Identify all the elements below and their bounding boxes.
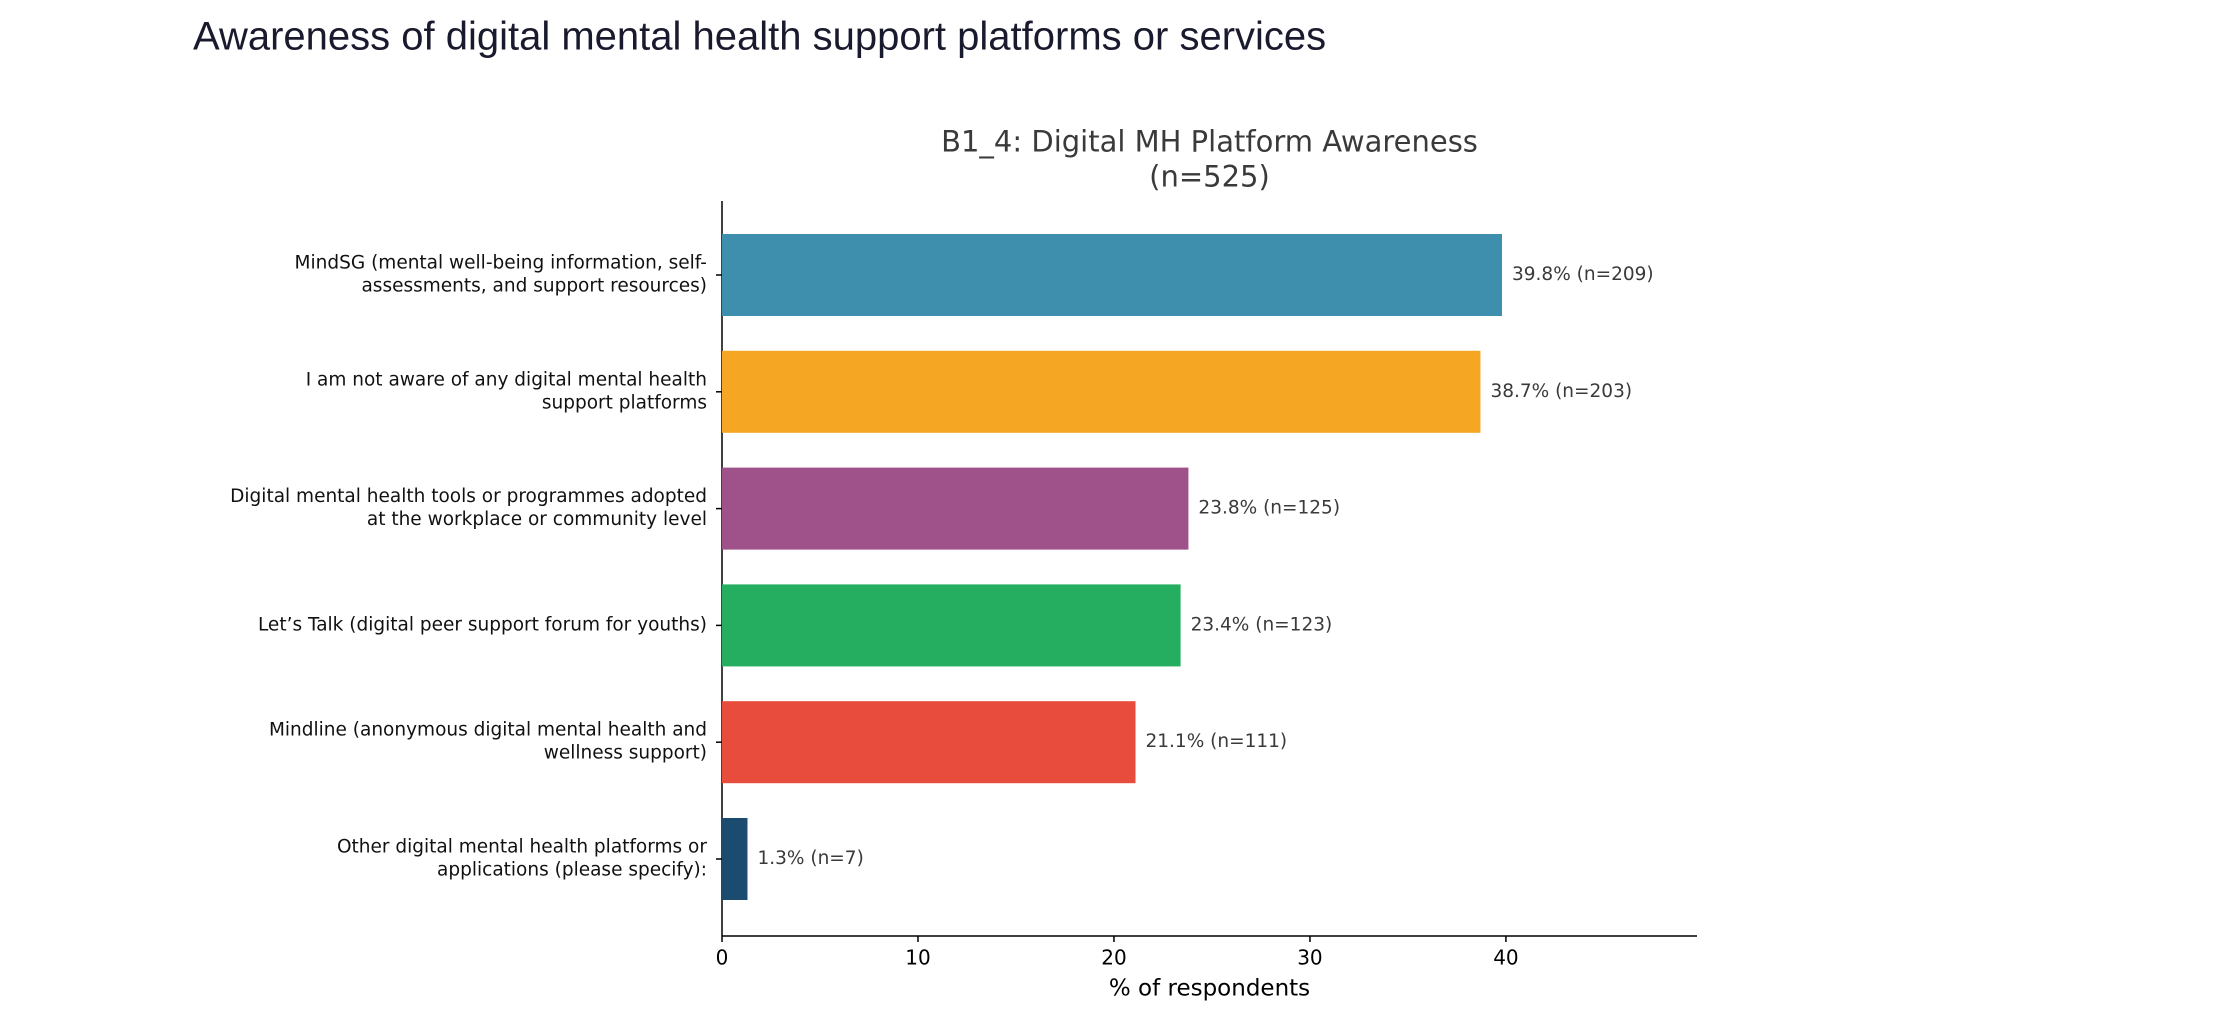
bar [722, 350, 1481, 433]
y-tick-label: Mindline (anonymous digital mental healt… [269, 720, 707, 764]
y-tick-label: I am not aware of any digital mental hea… [306, 369, 707, 413]
bar [722, 818, 748, 900]
x-tick-label: 0 [716, 946, 729, 970]
value-label: 23.4% (n=123) [1191, 614, 1333, 635]
y-tick-label: Let’s Talk (digital peer support forum f… [258, 614, 707, 635]
value-label: 21.1% (n=111) [1146, 731, 1288, 752]
value-label: 39.8% (n=209) [1512, 264, 1654, 285]
value-label: 23.8% (n=125) [1198, 498, 1340, 519]
chart-title: B1_4: Digital MH Platform Awareness (n=52… [941, 125, 1478, 194]
bar [722, 584, 1181, 667]
y-tick-label: Digital mental health tools or programme… [230, 486, 707, 530]
bar [722, 234, 1502, 316]
x-tick-label: 30 [1297, 946, 1322, 970]
x-tick-label: 20 [1101, 946, 1126, 970]
bar [722, 467, 1189, 550]
bar [722, 701, 1136, 784]
page-title: Awareness of digital mental health suppo… [193, 15, 1326, 59]
value-label: 1.3% (n=7) [757, 848, 863, 869]
value-label: 38.7% (n=203) [1490, 381, 1632, 402]
y-tick-label: MindSG (mental well-being information, s… [295, 253, 707, 297]
x-tick-label: 40 [1493, 946, 1518, 970]
x-tick-label: 10 [905, 946, 930, 970]
y-tick-label: Other digital mental health platforms or… [337, 837, 707, 881]
x-axis-label: % of respondents [1109, 976, 1310, 1002]
